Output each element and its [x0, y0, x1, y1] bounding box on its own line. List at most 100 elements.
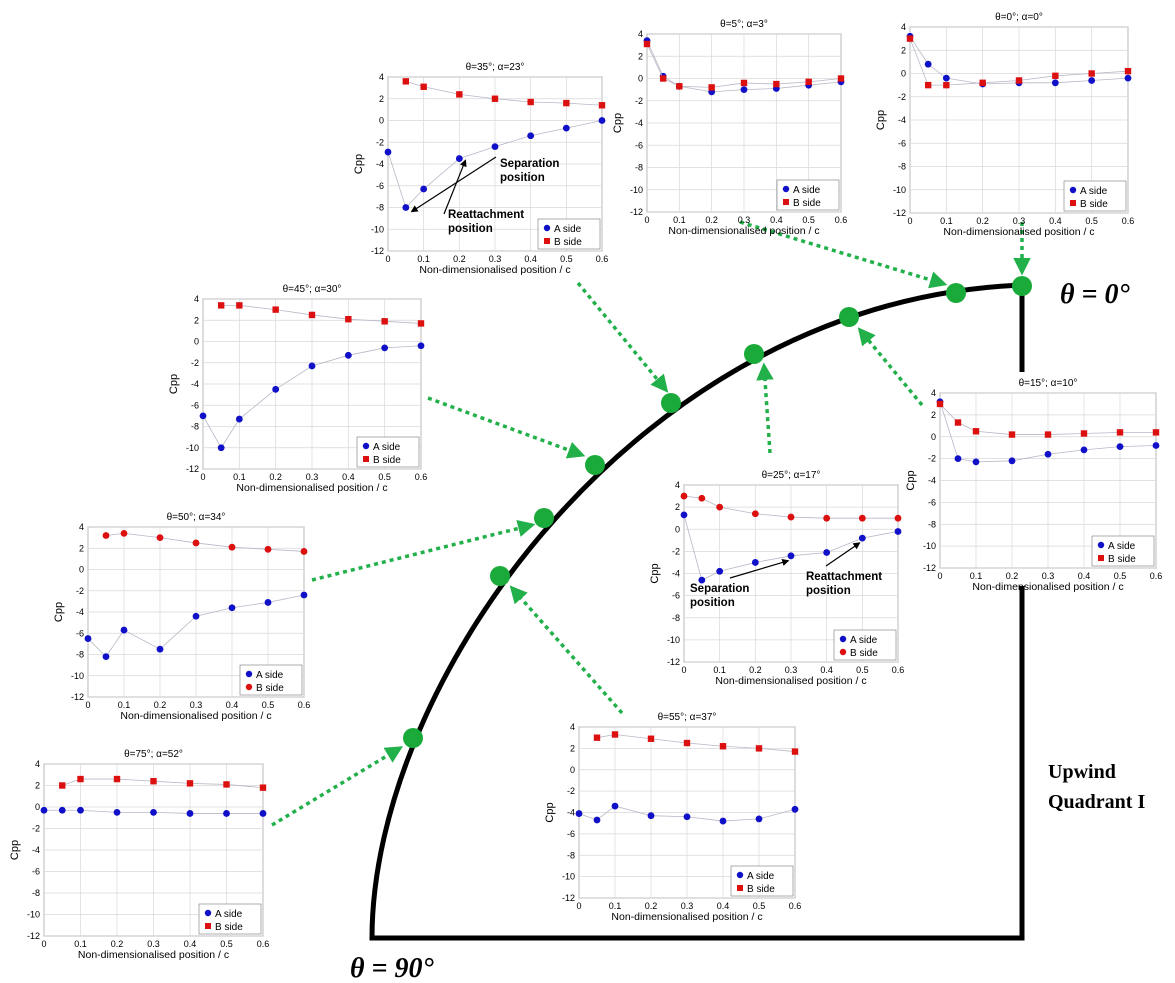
x-tick-label: 0.2: [1006, 571, 1019, 581]
data-point: [1124, 67, 1132, 75]
legend-label: B side: [215, 922, 243, 933]
y-tick-label: -6: [635, 140, 643, 150]
legend-marker: [839, 648, 847, 656]
data-point: [837, 75, 845, 82]
y-tick-label: -12: [71, 692, 84, 702]
y-tick-label: -10: [371, 224, 384, 234]
x-tick-label: 0.1: [609, 901, 622, 911]
x-tick-label: 0.4: [717, 901, 730, 911]
data-point: [858, 534, 866, 542]
chart-title: θ=75°; α=52°: [124, 749, 183, 760]
y-tick-label: -4: [672, 569, 680, 579]
position-marker-7: [490, 566, 510, 586]
chart-title: θ=15°; α=10°: [1019, 378, 1078, 389]
legend-label: B side: [373, 455, 401, 466]
x-tick-label: 0.4: [184, 939, 197, 949]
data-point: [381, 344, 389, 352]
x-axis-label: Non-dimensionalised position / c: [120, 710, 271, 722]
data-point: [1124, 74, 1132, 82]
x-tick-label: 0: [681, 665, 686, 675]
chart-panel-1: 0 0.1 0.2 0.3 0.4 0.5 0.6 4 2 0 -2 -4 -6 -8 -10 -12 θ=5°…: [612, 19, 847, 237]
pointer-arrow-7: [509, 585, 624, 715]
y-axis-label: Cpp: [353, 154, 365, 174]
y-tick-label: -12: [562, 893, 575, 903]
legend-marker: [205, 923, 211, 929]
data-point: [272, 306, 279, 313]
annotation-label: Separation: [500, 158, 559, 170]
legend-marker: [544, 238, 550, 244]
chart-title: θ=35°; α=23°: [466, 62, 525, 73]
y-tick-label: 2: [79, 543, 84, 553]
chart-panel-4: 0 0.1 0.2 0.3 0.4 0.5 0.6 4 2 0 -2 -4 -6 -8 -10 -12 θ=35…: [353, 62, 608, 276]
legend-label: A side: [554, 224, 582, 235]
x-tick-label: 0.3: [1013, 216, 1026, 226]
legend-marker: [204, 909, 212, 917]
data-point: [217, 302, 225, 309]
y-tick-label: -12: [667, 657, 680, 667]
chart-panel-3: 0 0.1 0.2 0.3 0.4 0.5 0.6 4 2 0 -2 -4 -6 -8 -10 -12 θ=25…: [649, 470, 904, 687]
data-point: [120, 626, 128, 634]
y-tick-label: 2: [35, 781, 40, 791]
x-tick-label: 0.1: [74, 939, 87, 949]
data-point: [259, 810, 267, 817]
x-tick-label: 0.4: [770, 215, 783, 225]
data-point: [791, 805, 799, 813]
data-point: [102, 532, 110, 539]
x-tick-label: 0.3: [306, 472, 319, 482]
legend-box: [239, 664, 303, 696]
x-tick-label: 0.2: [749, 665, 762, 675]
y-tick-label: -12: [923, 563, 936, 573]
data-point: [716, 567, 724, 575]
x-tick-label: 0.5: [753, 901, 766, 911]
y-axis-label: Cpp: [53, 602, 65, 622]
annotation-arrow: [443, 159, 467, 215]
y-tick-label: -10: [186, 443, 199, 453]
y-tick-label: 0: [79, 565, 84, 575]
data-point: [593, 734, 601, 741]
data-point: [58, 806, 66, 814]
data-point: [751, 559, 759, 566]
data-point: [740, 86, 748, 94]
x-tick-label: 0: [907, 216, 912, 226]
x-tick-label: 0.3: [681, 901, 694, 911]
y-tick-label: 4: [79, 522, 84, 532]
y-tick-label: -8: [376, 203, 384, 213]
data-point: [1152, 429, 1160, 436]
chart-panel-8: 0 0.1 0.2 0.3 0.4 0.5 0.6 4 2 0 -2 -4 -6 -8 -10 -12 θ=75…: [9, 749, 269, 961]
pointer-arrow-1: [739, 220, 948, 289]
x-tick-label: 0.2: [453, 254, 466, 264]
x-tick-label: 0.6: [835, 215, 848, 225]
y-tick-label: -8: [76, 650, 84, 660]
y-tick-label: -10: [27, 910, 40, 920]
data-point: [716, 503, 724, 511]
data-point: [84, 635, 92, 642]
legend-label: B side: [1108, 554, 1136, 565]
legend-marker: [1070, 200, 1076, 206]
data-point: [805, 78, 812, 86]
annotation-label: Separation: [690, 583, 749, 595]
data-point: [150, 808, 157, 816]
x-tick-label: 0: [576, 901, 581, 911]
data-point: [791, 748, 799, 755]
x-tick-label: 0.1: [713, 665, 726, 675]
legend-marker: [783, 199, 789, 205]
y-tick-label: -8: [928, 519, 936, 529]
data-point: [1080, 430, 1088, 437]
annotation-arrow: [729, 558, 790, 579]
data-point: [1088, 77, 1096, 84]
y-tick-label: 0: [570, 765, 575, 775]
data-point: [223, 810, 230, 817]
y-tick-label: 0: [901, 69, 906, 79]
x-tick-label: 0.5: [220, 939, 233, 949]
data-point: [1116, 429, 1124, 436]
chart-title: θ=0°; α=0°: [995, 12, 1043, 23]
data-point: [1044, 450, 1052, 458]
y-tick-label: -10: [893, 185, 906, 195]
x-tick-label: 0.6: [298, 700, 311, 710]
y-tick-label: -8: [32, 888, 40, 898]
legend-marker: [1069, 186, 1077, 194]
x-tick-label: 0.5: [802, 215, 815, 225]
legend-marker: [737, 885, 743, 891]
y-tick-label: -8: [635, 163, 643, 173]
data-point: [954, 419, 962, 426]
